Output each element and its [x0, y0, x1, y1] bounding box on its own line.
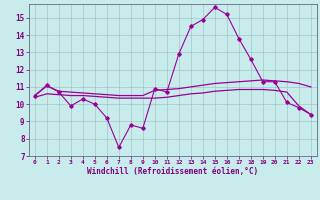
X-axis label: Windchill (Refroidissement éolien,°C): Windchill (Refroidissement éolien,°C): [87, 167, 258, 176]
